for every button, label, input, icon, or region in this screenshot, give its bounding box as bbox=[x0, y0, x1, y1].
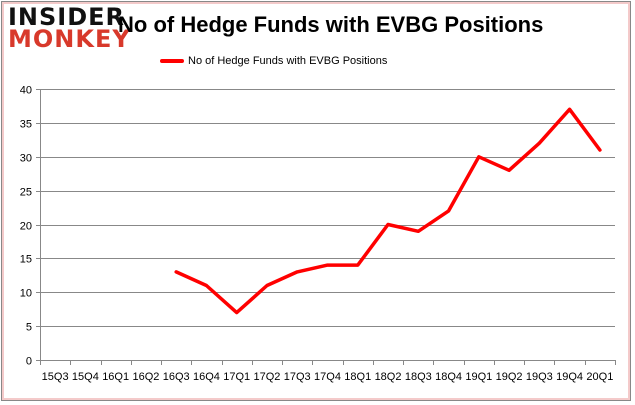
x-tick-label: 17Q4 bbox=[314, 371, 341, 383]
x-tick-label: 19Q4 bbox=[556, 371, 583, 383]
chart-title: No of Hedge Funds with EVBG Positions bbox=[118, 12, 544, 37]
x-tick-label: 15Q4 bbox=[72, 371, 99, 383]
y-tick-label: 35 bbox=[20, 119, 32, 131]
x-tick-label: 17Q1 bbox=[223, 371, 250, 383]
y-tick-label: 0 bbox=[26, 356, 32, 368]
y-tick-label: 10 bbox=[20, 288, 32, 300]
y-tick-label: 40 bbox=[20, 85, 32, 97]
chart-frame bbox=[1, 1, 631, 401]
x-tick-label: 17Q3 bbox=[284, 371, 311, 383]
y-tick-label: 20 bbox=[20, 221, 32, 233]
y-tick-label: 25 bbox=[20, 187, 32, 199]
y-tick-label: 5 bbox=[26, 322, 32, 334]
x-tick-label: 18Q4 bbox=[435, 371, 462, 383]
x-tick-label: 18Q3 bbox=[405, 371, 432, 383]
y-tick-label: 30 bbox=[20, 153, 32, 165]
insider-monkey-logo: INSIDER MONKEY bbox=[8, 3, 131, 53]
x-tick-label: 16Q3 bbox=[163, 371, 190, 383]
x-tick-label: 16Q1 bbox=[102, 371, 129, 383]
x-tick-label: 17Q2 bbox=[254, 371, 281, 383]
x-tick-label: 15Q3 bbox=[42, 371, 69, 383]
x-tick-label: 20Q1 bbox=[586, 371, 613, 383]
y-tick-label: 15 bbox=[20, 254, 32, 266]
x-tick-label: 18Q1 bbox=[344, 371, 371, 383]
x-tick-label: 19Q2 bbox=[496, 371, 523, 383]
series-line bbox=[174, 107, 602, 315]
legend: No of Hedge Funds with EVBG Positions bbox=[160, 55, 387, 67]
logo-line2: MONKEY bbox=[8, 25, 131, 53]
x-tick-label: 19Q1 bbox=[465, 371, 492, 383]
x-tick-label: 19Q3 bbox=[526, 371, 553, 383]
legend-label: No of Hedge Funds with EVBG Positions bbox=[188, 55, 388, 67]
x-tick-label: 16Q2 bbox=[132, 371, 159, 383]
legend-swatch bbox=[160, 59, 184, 63]
logo-line1: INSIDER bbox=[8, 3, 126, 31]
x-tick-label: 18Q2 bbox=[375, 371, 402, 383]
x-tick-label: 16Q4 bbox=[193, 371, 220, 383]
